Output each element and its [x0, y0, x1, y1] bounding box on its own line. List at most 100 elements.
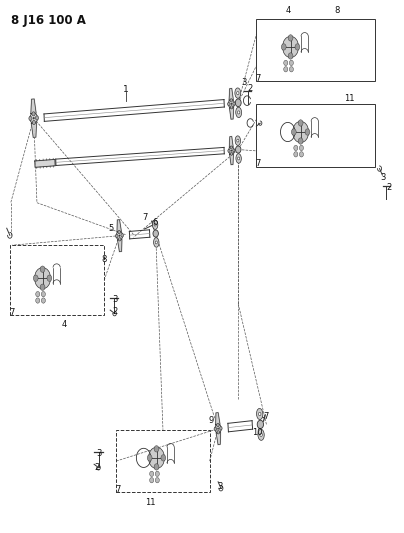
Ellipse shape	[152, 220, 158, 229]
Text: 6: 6	[152, 219, 158, 228]
Circle shape	[32, 112, 35, 116]
Circle shape	[40, 266, 45, 272]
Ellipse shape	[258, 429, 264, 440]
Polygon shape	[229, 88, 234, 100]
Circle shape	[298, 138, 303, 144]
Bar	[10, 245, 104, 316]
Circle shape	[230, 146, 232, 149]
Circle shape	[33, 275, 38, 281]
Text: 3: 3	[97, 449, 102, 458]
Ellipse shape	[257, 408, 263, 419]
Circle shape	[149, 478, 154, 483]
Circle shape	[231, 103, 232, 104]
Circle shape	[153, 230, 158, 237]
Text: 10: 10	[252, 428, 263, 437]
Text: 3: 3	[217, 481, 223, 490]
Circle shape	[289, 60, 293, 66]
Circle shape	[294, 146, 298, 151]
Text: 2: 2	[387, 183, 392, 192]
Circle shape	[41, 292, 45, 297]
Circle shape	[119, 235, 120, 237]
Circle shape	[230, 152, 233, 155]
Ellipse shape	[235, 136, 240, 146]
Text: 2: 2	[95, 463, 100, 472]
Text: 3: 3	[113, 295, 118, 304]
Text: 8: 8	[101, 255, 107, 264]
Circle shape	[230, 106, 233, 109]
Circle shape	[154, 223, 156, 226]
Circle shape	[238, 111, 240, 114]
Bar	[257, 104, 375, 166]
Circle shape	[291, 129, 296, 135]
Circle shape	[36, 298, 40, 303]
Circle shape	[29, 116, 32, 120]
Circle shape	[149, 471, 154, 477]
Text: 4: 4	[286, 6, 291, 15]
Circle shape	[230, 99, 232, 102]
Text: 5: 5	[109, 224, 114, 233]
Circle shape	[217, 431, 220, 434]
Polygon shape	[216, 413, 220, 425]
Polygon shape	[35, 159, 55, 167]
Text: 7: 7	[9, 308, 14, 317]
Circle shape	[36, 292, 40, 297]
Circle shape	[33, 117, 34, 119]
Circle shape	[260, 433, 262, 437]
Circle shape	[288, 35, 293, 41]
Ellipse shape	[235, 88, 241, 98]
Circle shape	[294, 152, 298, 157]
Circle shape	[237, 139, 239, 142]
Circle shape	[284, 67, 288, 72]
Circle shape	[229, 147, 234, 155]
Polygon shape	[216, 432, 221, 445]
Text: 7: 7	[142, 213, 147, 222]
Text: 7: 7	[264, 412, 269, 421]
Circle shape	[299, 146, 303, 151]
Circle shape	[155, 478, 159, 483]
Ellipse shape	[236, 107, 242, 118]
Circle shape	[147, 455, 152, 461]
Circle shape	[118, 230, 120, 234]
Text: 8 J16 100 A: 8 J16 100 A	[11, 14, 86, 27]
Circle shape	[292, 122, 309, 143]
Text: 8: 8	[334, 6, 340, 15]
Text: 3: 3	[242, 77, 247, 86]
Text: 7: 7	[256, 159, 261, 168]
Circle shape	[155, 471, 159, 477]
Circle shape	[257, 420, 263, 429]
Circle shape	[217, 423, 219, 427]
Circle shape	[116, 235, 118, 238]
Circle shape	[217, 428, 219, 430]
Text: 3: 3	[381, 173, 386, 182]
Circle shape	[215, 424, 221, 433]
Circle shape	[47, 275, 52, 281]
Polygon shape	[117, 220, 122, 232]
Circle shape	[34, 268, 50, 289]
Circle shape	[116, 231, 123, 240]
Circle shape	[281, 44, 286, 50]
Text: 4: 4	[61, 320, 67, 329]
Circle shape	[227, 102, 230, 106]
Ellipse shape	[236, 154, 241, 163]
Circle shape	[214, 427, 217, 431]
Circle shape	[233, 149, 235, 152]
Text: 11: 11	[344, 94, 354, 103]
Text: 7: 7	[116, 485, 121, 494]
Circle shape	[231, 150, 232, 151]
Circle shape	[155, 241, 158, 244]
Circle shape	[235, 99, 241, 107]
Polygon shape	[229, 136, 233, 147]
Circle shape	[282, 36, 299, 58]
Polygon shape	[31, 123, 37, 138]
Circle shape	[233, 102, 235, 106]
Circle shape	[288, 53, 293, 59]
Circle shape	[148, 447, 164, 469]
Text: 2: 2	[248, 84, 253, 93]
Circle shape	[259, 413, 261, 416]
Text: 11: 11	[145, 497, 156, 506]
Circle shape	[298, 120, 303, 126]
Bar	[116, 430, 210, 492]
Circle shape	[121, 233, 124, 237]
Circle shape	[284, 60, 288, 66]
Circle shape	[299, 152, 303, 157]
